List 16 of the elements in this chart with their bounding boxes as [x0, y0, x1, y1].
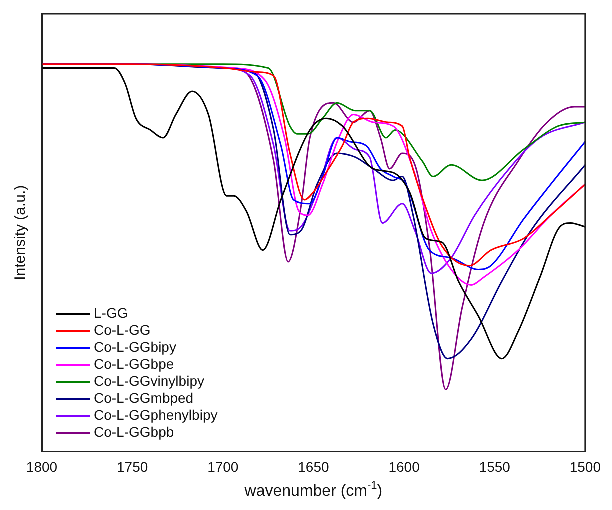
x-tick-label: 1750 [116, 459, 148, 476]
x-tick-label: 1600 [388, 459, 420, 476]
legend-label: L-GG [94, 305, 128, 322]
legend-label: Co-L-GGbipy [94, 339, 176, 356]
legend-label: Co-L-GGbpe [94, 356, 174, 372]
legend-label: Co-L-GGvinylbipy [94, 373, 204, 390]
y-axis-title: Intensity (a.u.) [12, 185, 30, 280]
legend-label: Co-L-GGbpb [94, 424, 174, 440]
x-tick-label: 1800 [26, 459, 58, 476]
legend-label: Co-L-GGmbped [94, 390, 194, 406]
x-tick-label: 1550 [479, 459, 511, 476]
legend-label: Co-L-GG [94, 322, 151, 338]
x-tick-label: 1500 [570, 459, 602, 476]
legend-label: Co-L-GGphenylbipy [94, 407, 218, 424]
x-tick-label: 1650 [298, 459, 330, 476]
x-tick-label: 1700 [208, 459, 239, 476]
